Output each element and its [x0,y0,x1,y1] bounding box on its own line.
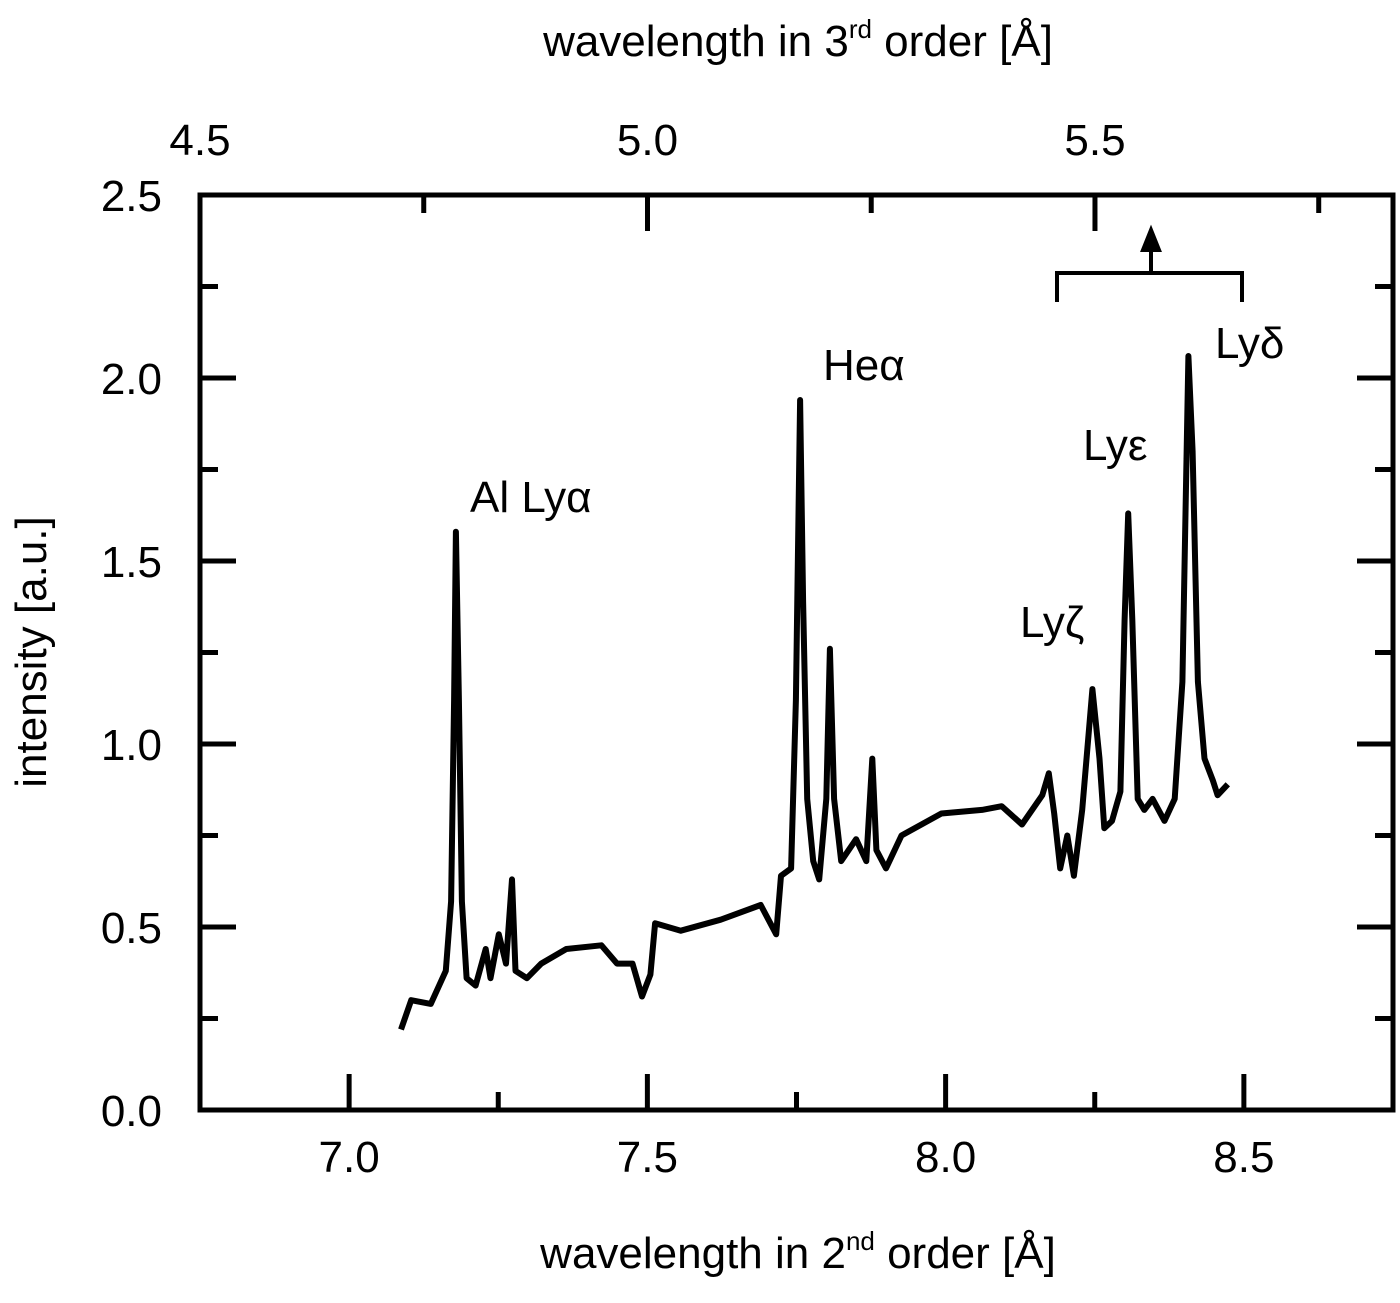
x2-tick-label: 5.5 [1064,116,1125,165]
x2-label-sup: rd [849,14,872,44]
x-label-sup: nd [846,1226,875,1256]
peak-label: Al Lyα [470,473,592,522]
x-tick-label: 7.0 [319,1133,380,1182]
peak-label: Lyδ [1215,319,1284,368]
peak-label: Heα [823,341,905,390]
peak-label: Lyε [1083,421,1147,470]
x2-tick-label: 5.0 [617,116,678,165]
y-axis-label: intensity [a.u.] [7,516,56,787]
peak-label: Lyζ [1020,598,1084,647]
x2-tick-label: 4.5 [169,116,230,165]
x2-label-text: order [Å] [872,17,1053,66]
x-label-text: wavelength in 2 [539,1229,846,1278]
y-tick-label: 0.5 [101,904,162,953]
x-label-text: order [Å] [875,1229,1056,1278]
x-axis-label: wavelength in 2nd order [Å] [539,1226,1056,1278]
x-tick-label: 8.0 [915,1133,976,1182]
x2-axis-label: wavelength in 3rd order [Å] [542,14,1053,66]
x-tick-label: 7.5 [617,1133,678,1182]
y-tick-label: 1.0 [101,721,162,770]
spectrum-line [398,353,1230,1031]
y-tick-label: 1.5 [101,538,162,587]
y-tick-label: 2.5 [101,172,162,221]
y-tick-label: 2.0 [101,355,162,404]
x-tick-label: 8.5 [1213,1133,1274,1182]
x2-label-text: wavelength in 3 [542,17,849,66]
bracket [1055,224,1244,302]
y-tick-label: 0.0 [101,1087,162,1136]
